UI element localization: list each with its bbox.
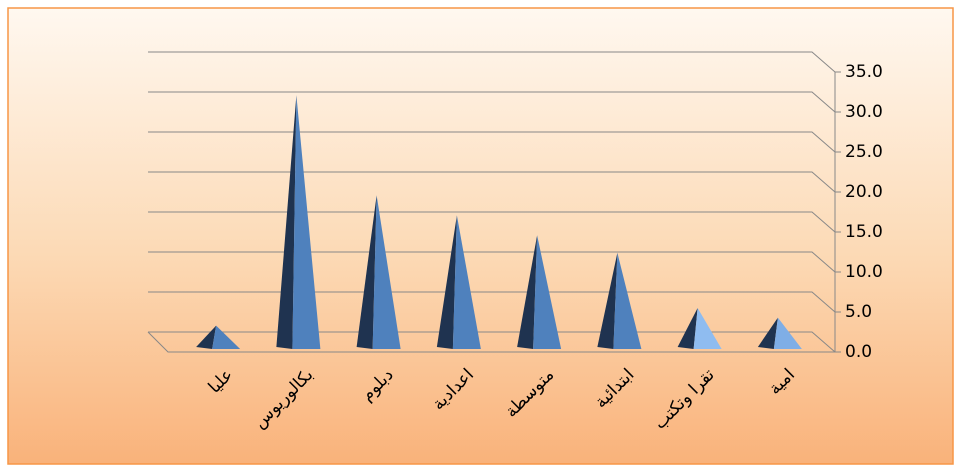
grid-line (148, 51, 836, 73)
y-tick-label: 35.0 (845, 62, 883, 82)
grid-line (148, 211, 836, 233)
pyramid-left-face (677, 308, 698, 349)
pyramid-front-face (292, 95, 321, 349)
pyramid (597, 252, 642, 349)
pyramid (436, 215, 481, 349)
grid-line (148, 91, 836, 113)
pyramid-front-face (452, 215, 481, 349)
pyramid (757, 317, 802, 349)
grid-line (148, 131, 836, 153)
y-tick-label: 20.0 (845, 182, 883, 202)
grid-line (148, 171, 836, 193)
chart-area (7, 7, 954, 465)
pyramid-front-face (693, 308, 722, 349)
pyramid (517, 235, 562, 349)
pyramid-left-face (356, 195, 377, 349)
pyramid-left-face (196, 325, 217, 349)
pyramid-front-face (212, 325, 241, 349)
pyramid-left-face (276, 95, 297, 349)
pyramid (356, 195, 401, 349)
pyramid-left-face (757, 317, 778, 349)
y-tick-label: 30.0 (845, 102, 883, 122)
pyramid (677, 308, 722, 349)
pyramid-left-face (517, 235, 538, 349)
pyramid (196, 325, 241, 349)
pyramid-front-face (372, 195, 401, 349)
floor (147, 331, 835, 353)
y-tick-label: 15.0 (845, 222, 883, 242)
pyramid-left-face (436, 215, 457, 349)
pyramid (276, 95, 321, 349)
y-tick-label: 5.0 (845, 302, 872, 322)
y-tick-label: 10.0 (845, 262, 883, 282)
pyramid-front-face (773, 317, 802, 349)
pyramid-front-face (533, 235, 562, 349)
y-tick-label: 25.0 (845, 142, 883, 162)
y-tick-label: 0.0 (845, 342, 872, 362)
pyramid-left-face (597, 252, 618, 349)
pyramid-front-face (613, 252, 642, 349)
